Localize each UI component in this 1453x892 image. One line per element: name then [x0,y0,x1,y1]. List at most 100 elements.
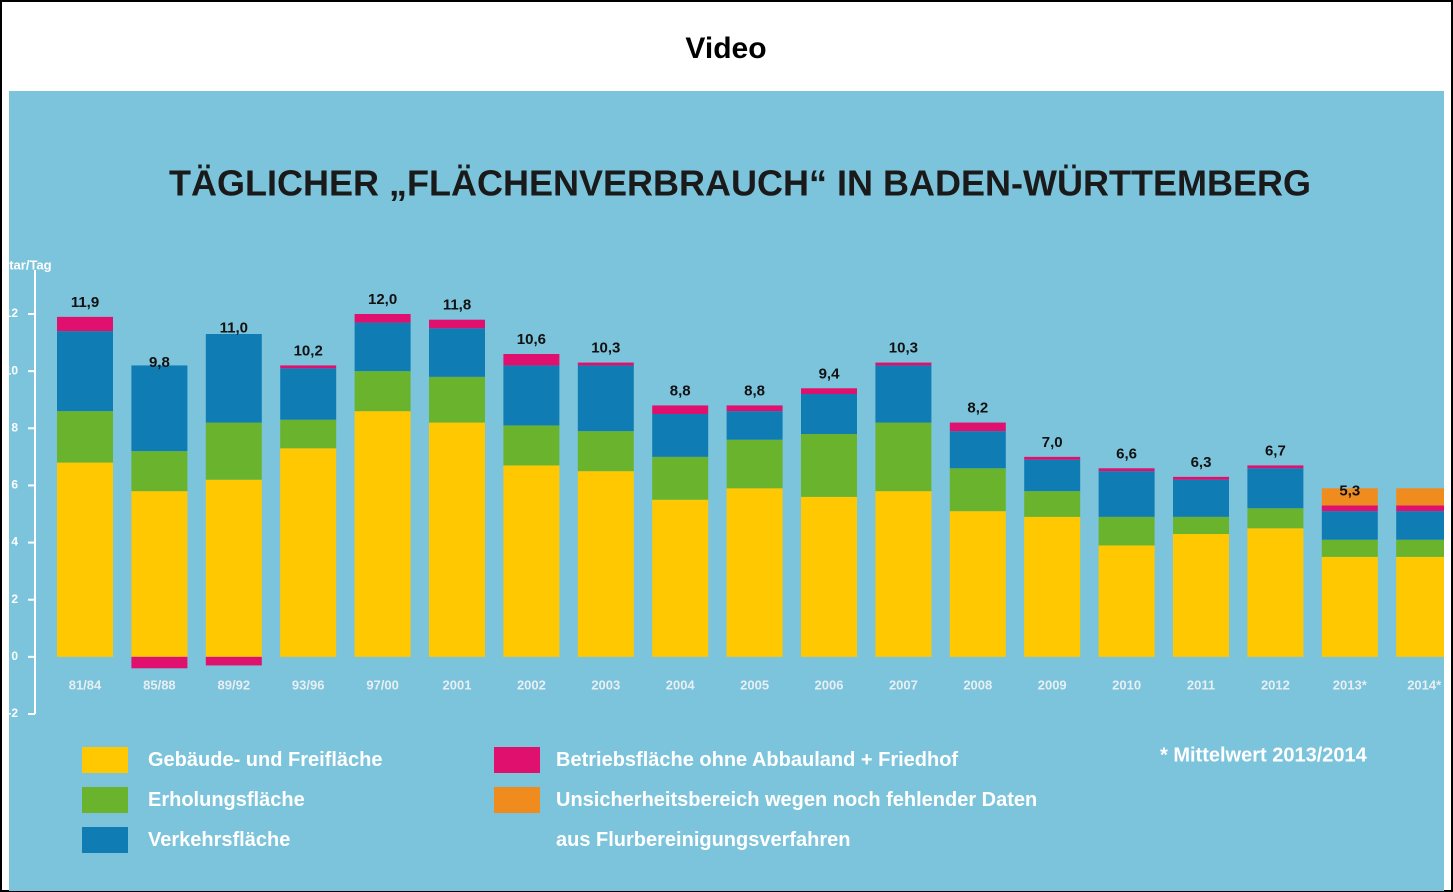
total-label: 10,3 [591,340,620,357]
x-tick-label: 2003 [591,677,620,692]
bar-segment [578,365,634,431]
total-label: 8,8 [744,382,765,399]
total-label: 6,6 [1116,445,1137,462]
x-tick-label: 85/88 [143,677,176,692]
x-tick-label: 97/00 [366,677,399,692]
total-label: 6,3 [1191,454,1212,471]
bar-segment [355,314,411,323]
bar-segment [355,371,411,411]
bar-segment [57,411,113,462]
bar-segment [1024,491,1080,517]
bar-segment [503,425,559,465]
bar-segment [1396,540,1452,557]
legend-label: Erholungsfläche [148,780,448,820]
bar-segment [503,465,559,656]
bar-segment [280,420,336,449]
bar-segment [1396,557,1452,657]
y-tick-label: 6 [11,478,18,492]
bar-segment [1173,534,1229,657]
bar-segment [727,405,783,411]
x-tick-label: 2002 [517,677,546,692]
x-tick-label: 2010 [1112,677,1141,692]
legend-label: Unsicherheitsbereich wegen noch fehlende… [556,780,1076,860]
x-tick-label: 2009 [1038,677,1067,692]
bar-segment [727,440,783,489]
bar-segment [131,657,187,668]
total-label: 5,3 [1339,482,1360,499]
legend-label: Verkehrsfläche [148,820,448,860]
bar-segment [875,365,931,422]
bar-segment [280,365,336,368]
bar-segment [652,414,708,457]
bar-segment [503,354,559,365]
bar-segment [1247,508,1303,528]
bar-segment [503,365,559,425]
x-tick-label: 2007 [889,677,918,692]
bar-segment [801,388,857,394]
bar-segment [206,657,262,666]
x-tick-label: 2006 [815,677,844,692]
bar-segment [1024,517,1080,657]
bar-segment [652,500,708,657]
bar-segment [801,497,857,657]
bar-segment [1247,465,1303,468]
bar-segment [429,377,485,423]
bar-segment [1173,517,1229,534]
x-tick-label: 93/96 [292,677,325,692]
y-tick-label: 0 [11,649,18,663]
bar-segment [1099,468,1155,471]
x-tick-label: 2005 [740,677,769,692]
bar-segment [1099,545,1155,656]
bar-segment [578,363,634,366]
bar-segment [1322,505,1378,511]
bar-segment [652,457,708,500]
note: * Mittelwert 2013/2014 [1160,744,1368,766]
bar-segment [1173,480,1229,517]
bar-segment [429,320,485,329]
bar-segment [1396,505,1452,511]
bar-segment [1099,471,1155,517]
bar-segment [875,363,931,366]
bar-segment [57,331,113,411]
legend-swatch [82,827,128,853]
y-tick-label: 8 [11,420,18,434]
bar-segment [429,423,485,657]
legend-label: Betriebsfläche ohne Abbauland + Friedhof [556,740,1076,780]
bar-segment [429,328,485,377]
bar-segment [875,491,931,657]
bar-segment [727,411,783,440]
legend-swatch [494,787,540,813]
x-tick-label: 2013* [1333,677,1368,692]
x-tick-label: 2012 [1261,677,1290,692]
x-tick-label: 81/84 [69,677,102,692]
total-label: 6,7 [1265,442,1286,459]
legend-swatch [494,747,540,773]
total-label: 7,0 [1042,434,1063,451]
legend-swatch [82,747,128,773]
bar-segment [950,468,1006,511]
bar-segment [206,480,262,657]
bar-segment [57,317,113,331]
total-label: 9,8 [149,354,170,371]
total-label: 11,0 [220,320,248,337]
bar-segment [1024,460,1080,491]
bar-segment [131,365,187,451]
bar-segment [57,463,113,657]
bar-segment [1322,511,1378,540]
y-axis-label: ktar/Tag [2,257,52,272]
total-label: 10,3 [889,340,918,357]
bar-segment [801,394,857,434]
bar-segment [652,405,708,414]
total-label: 10,2 [294,342,323,359]
y-tick-label: 4 [11,535,18,549]
bar-segment [1396,511,1452,540]
bar-segment [1247,468,1303,508]
header-title: Video [685,32,766,65]
bar-segment [578,471,634,657]
bar-segment [875,423,931,492]
bar-segment [206,423,262,480]
total-label: 12,0 [368,291,397,308]
bar-segment [727,488,783,657]
bar-segment [1322,540,1378,557]
total-label: 8,8 [670,382,691,399]
